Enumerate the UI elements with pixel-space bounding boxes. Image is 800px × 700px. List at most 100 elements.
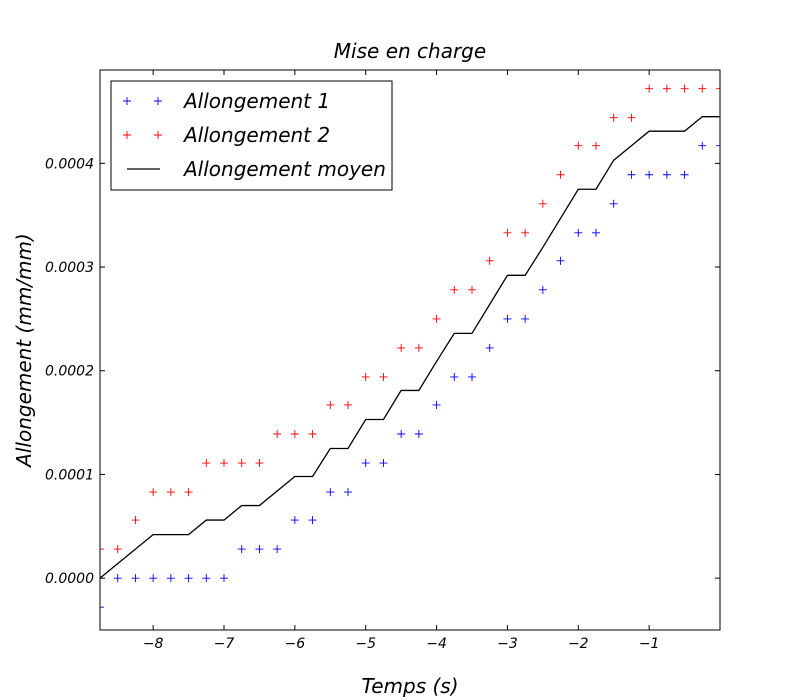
legend-swatch-allongement-1 xyxy=(154,97,162,105)
data-point-allongement-2 xyxy=(184,488,193,497)
x-tick-label: −3 xyxy=(497,636,518,652)
data-point-allongement-1 xyxy=(432,400,441,409)
x-tick-label: −7 xyxy=(214,636,235,652)
data-point-allongement-2 xyxy=(290,430,299,438)
plot-data-group xyxy=(100,84,720,612)
data-point-allongement-2 xyxy=(627,113,636,122)
y-tick-label: 0.0002 xyxy=(45,364,94,380)
data-point-allongement-2 xyxy=(503,228,512,237)
data-point-allongement-2 xyxy=(131,516,140,525)
y-axis-label: Allongement (mm/mm) xyxy=(12,233,36,469)
chart-title: Mise en charge xyxy=(334,39,486,63)
y-tick-label: 0.0004 xyxy=(45,156,94,172)
data-point-allongement-1 xyxy=(220,574,228,583)
plot-frame xyxy=(99,69,721,631)
data-point-allongement-1 xyxy=(344,488,352,497)
data-point-allongement-2 xyxy=(716,84,720,93)
data-point-allongement-1 xyxy=(131,574,140,583)
data-point-allongement-1 xyxy=(698,141,707,150)
y-tick-label: 0.0003 xyxy=(45,260,94,276)
data-point-allongement-1 xyxy=(166,574,175,583)
data-point-allongement-1 xyxy=(574,228,583,237)
data-point-allongement-2 xyxy=(379,372,388,381)
data-point-allongement-2 xyxy=(662,84,671,93)
data-point-allongement-1 xyxy=(521,314,530,323)
legend-swatch-allongement-2 xyxy=(154,131,162,139)
x-tick-label: −1 xyxy=(639,636,660,652)
data-point-allongement-1 xyxy=(237,545,246,554)
x-tick-label: −5 xyxy=(355,636,376,652)
data-point-allongement-1 xyxy=(379,459,388,468)
data-point-allongement-1 xyxy=(716,141,720,150)
data-point-allongement-2 xyxy=(237,459,246,468)
data-point-allongement-2 xyxy=(100,545,104,554)
y-tick-label: 0.0000 xyxy=(45,571,94,587)
data-point-allongement-1 xyxy=(397,430,406,438)
data-point-allongement-2 xyxy=(538,199,547,208)
data-point-allongement-1 xyxy=(468,372,476,381)
data-point-allongement-2 xyxy=(326,400,335,409)
legend-label-allongement-2: Allongement 2 xyxy=(182,123,330,147)
data-point-allongement-1 xyxy=(308,516,317,525)
legend-swatch-allongement-1 xyxy=(123,97,131,105)
data-point-allongement-1 xyxy=(503,314,512,323)
data-point-allongement-1 xyxy=(556,256,565,265)
data-point-allongement-2 xyxy=(273,430,282,438)
data-point-allongement-2 xyxy=(397,343,406,352)
data-point-allongement-1 xyxy=(592,228,600,237)
data-point-allongement-2 xyxy=(113,545,122,554)
data-point-allongement-1 xyxy=(149,574,158,583)
x-axis-label: Temps (s) xyxy=(361,674,458,698)
data-point-allongement-2 xyxy=(592,141,600,150)
data-point-allongement-1 xyxy=(290,516,299,525)
data-point-allongement-2 xyxy=(220,459,228,468)
data-point-allongement-1 xyxy=(113,574,122,583)
data-point-allongement-1 xyxy=(680,170,689,179)
x-tick-label: −6 xyxy=(285,636,306,652)
data-point-allongement-1 xyxy=(361,459,370,468)
data-point-allongement-1 xyxy=(450,372,459,381)
data-point-allongement-2 xyxy=(344,400,352,409)
data-point-allongement-1 xyxy=(255,545,264,554)
y-tick-label: 0.0001 xyxy=(45,467,94,483)
data-point-allongement-1 xyxy=(645,170,654,179)
x-tick-label: −2 xyxy=(568,636,589,652)
data-point-allongement-1 xyxy=(538,285,547,294)
data-point-allongement-2 xyxy=(202,459,211,468)
data-point-allongement-2 xyxy=(645,84,654,93)
series-line-allongement-moyen xyxy=(100,116,720,579)
data-point-allongement-2 xyxy=(485,256,494,265)
data-point-allongement-1 xyxy=(485,343,494,352)
data-point-allongement-1 xyxy=(414,430,423,438)
legend: Allongement 1 Allongement 2 Allongement mo… xyxy=(110,80,393,191)
data-point-allongement-2 xyxy=(308,430,317,438)
data-point-allongement-2 xyxy=(414,343,423,352)
data-point-allongement-2 xyxy=(556,170,565,179)
data-point-allongement-2 xyxy=(680,84,689,93)
data-point-allongement-2 xyxy=(166,488,175,497)
data-point-allongement-2 xyxy=(698,84,707,93)
data-point-allongement-1 xyxy=(184,574,193,583)
data-point-allongement-1 xyxy=(627,170,636,179)
data-point-allongement-1 xyxy=(100,603,104,612)
legend-label-allongement-1: Allongement 1 xyxy=(182,89,330,113)
data-point-allongement-2 xyxy=(255,459,264,468)
data-point-allongement-2 xyxy=(468,285,476,294)
legend-label-allongement-moyen: Allongement moyen xyxy=(182,157,386,181)
data-point-allongement-2 xyxy=(521,228,530,237)
data-point-allongement-1 xyxy=(326,488,335,497)
data-point-allongement-2 xyxy=(450,285,459,294)
data-point-allongement-1 xyxy=(609,199,618,208)
data-point-allongement-1 xyxy=(662,170,671,179)
data-point-allongement-1 xyxy=(273,545,282,554)
data-point-allongement-2 xyxy=(432,314,441,323)
data-point-allongement-2 xyxy=(361,372,370,381)
x-tick-label: −8 xyxy=(143,636,164,652)
legend-swatch-allongement-2 xyxy=(123,131,131,139)
axis-ticks: −8 −7 −6 −5 −4 −3 −2 −1 0.0000 0.0001 0.0002 0.0003… xyxy=(45,70,720,652)
data-point-allongement-2 xyxy=(574,141,583,150)
data-point-allongement-1 xyxy=(202,574,211,583)
data-point-allongement-2 xyxy=(149,488,158,497)
x-tick-label: −4 xyxy=(426,636,447,652)
